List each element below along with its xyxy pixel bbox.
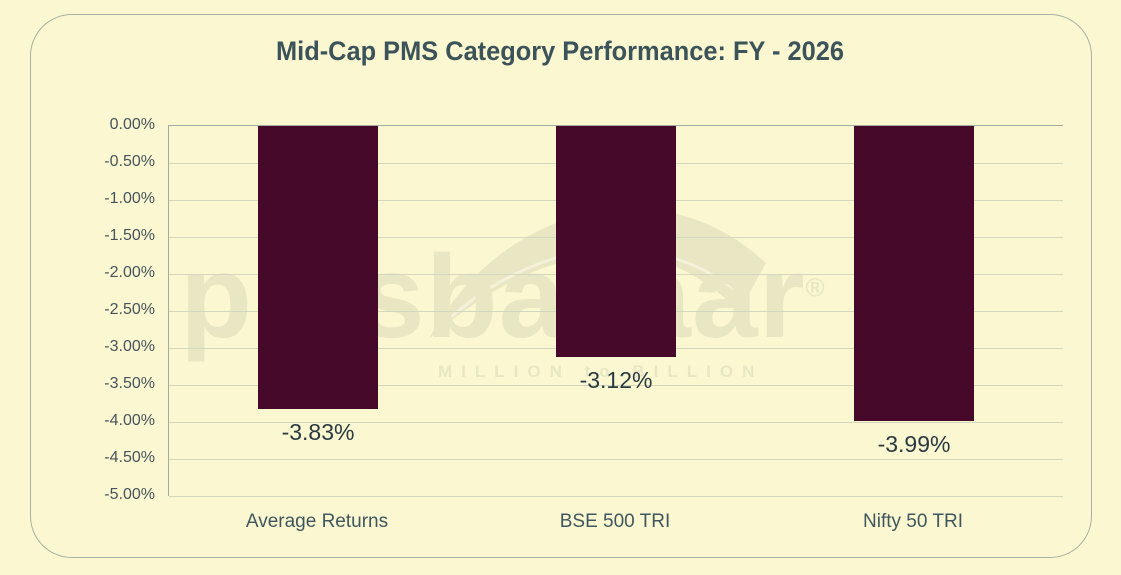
bar-slot-bse-500-tri: -3.12% xyxy=(556,126,676,496)
gridline xyxy=(169,422,1063,423)
bar-value-average-returns: -3.83% xyxy=(281,419,355,446)
bar-bse-500-tri xyxy=(556,126,676,357)
registered-trademark-icon: ® xyxy=(805,272,825,303)
chart-card-border xyxy=(30,14,1092,558)
bar-value-nifty-50-tri: -3.99% xyxy=(877,431,951,458)
y-tick-label: -2.50% xyxy=(104,301,155,318)
y-tick-label: -0.50% xyxy=(104,153,155,170)
y-tick-label: -3.50% xyxy=(104,375,155,392)
y-tick-label: 0.00% xyxy=(109,116,155,133)
y-tick-label: -5.00% xyxy=(104,486,155,503)
y-axis-ticks: 0.00% -0.50% -1.00% -1.50% -2.00% -2.50% -3.00… xyxy=(40,0,155,575)
y-tick-label: -1.00% xyxy=(104,190,155,207)
y-tick-label: -1.50% xyxy=(104,227,155,244)
gridline xyxy=(169,385,1063,386)
y-tick-label: -3.00% xyxy=(104,338,155,355)
bar-nifty-50-tri xyxy=(854,126,974,422)
watermark-tagline: MILLION to BILLION xyxy=(438,362,764,381)
bar-slot-nifty-50-tri: -3.99% xyxy=(854,126,974,496)
x-axis-label-bse-500-tri: BSE 500 TRI xyxy=(559,511,671,532)
x-axis-label-average-returns: Average Returns xyxy=(245,511,389,532)
gridline xyxy=(169,496,1063,497)
x-axis-label-nifty-50-tri: Nifty 50 TRI xyxy=(863,511,963,532)
bar-value-bse-500-tri: -3.12% xyxy=(579,366,653,393)
plot-area: -3.83% -3.12% -3.99% xyxy=(168,125,1063,497)
bar-slot-average-returns: -3.83% xyxy=(258,126,378,496)
y-tick-label: -2.00% xyxy=(104,264,155,281)
y-tick-label: -4.50% xyxy=(104,449,155,466)
chart-title: Mid-Cap PMS Category Performance: FY - 2… xyxy=(276,36,844,66)
y-tick-label: -4.00% xyxy=(104,412,155,429)
gridline xyxy=(169,459,1063,460)
bar-average-returns xyxy=(258,126,378,410)
